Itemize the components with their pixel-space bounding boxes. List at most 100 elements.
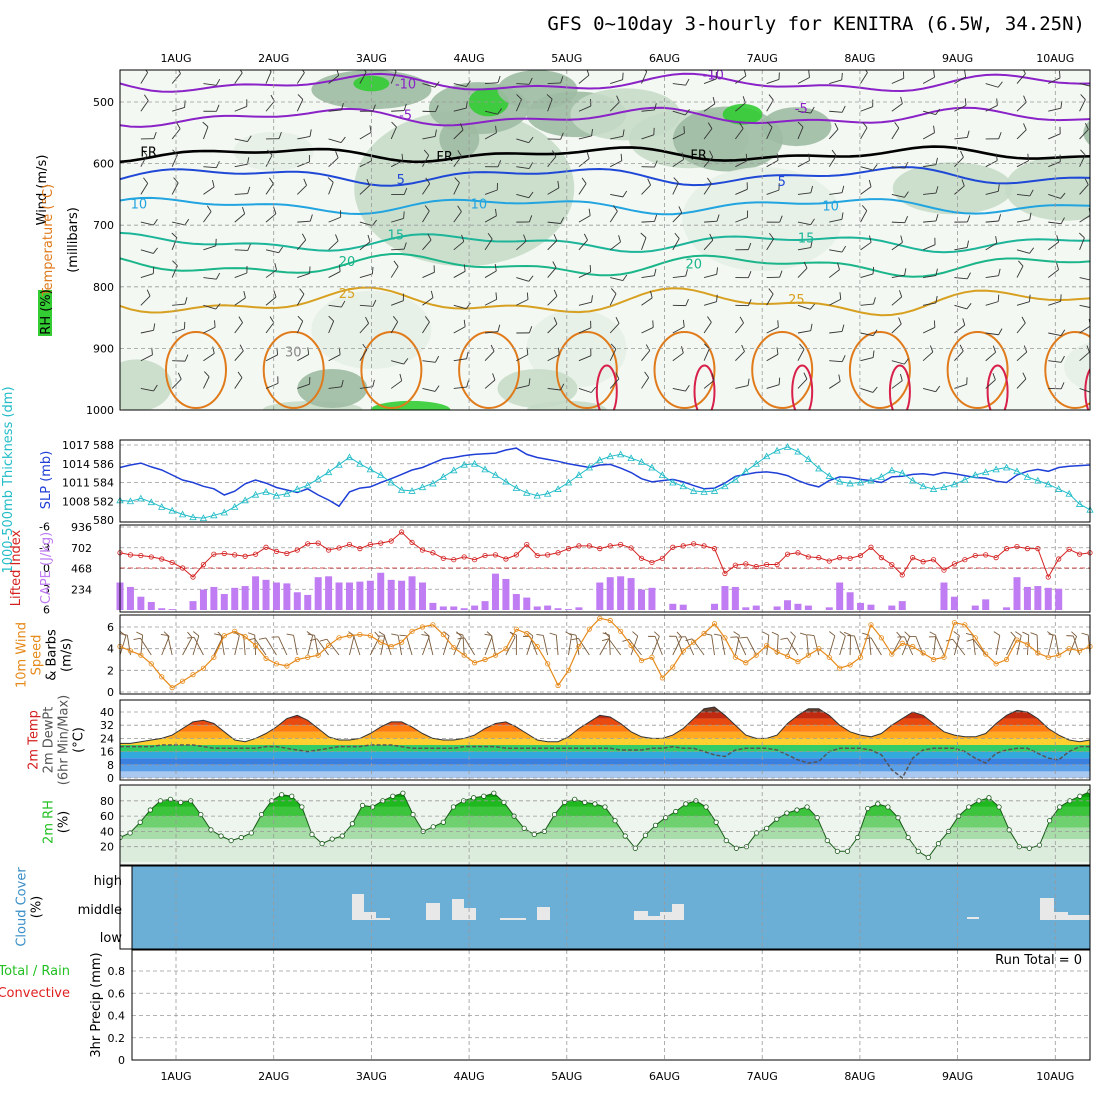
wind-barb	[599, 637, 610, 656]
wind-barb	[735, 217, 748, 223]
wind-barb	[265, 637, 277, 656]
wind-barb	[1016, 160, 1029, 168]
wind-barb-flag	[484, 633, 492, 636]
wind-barb-flag	[178, 70, 181, 74]
wind-barb-flag	[327, 177, 334, 183]
wind-barb	[234, 322, 243, 334]
wind-barb	[234, 106, 247, 112]
cape-bar	[158, 608, 166, 610]
lifted-index-point	[680, 543, 686, 549]
wind-barb-flag	[338, 347, 341, 355]
wind-speed-point	[305, 654, 311, 660]
rh-tick-label: 40	[100, 825, 114, 838]
rh-point	[481, 793, 487, 799]
wind-barb-flag	[709, 233, 714, 241]
wind-barb	[182, 637, 193, 656]
wind-barb-flag	[834, 122, 839, 130]
wind-barb-flag	[684, 109, 690, 116]
wind-barb-flag	[1084, 122, 1089, 130]
wind-barb	[349, 635, 355, 656]
lifted-index-point	[691, 541, 697, 547]
wind-speed-point	[430, 622, 436, 628]
cape-bar	[825, 607, 833, 610]
cape-bar	[544, 605, 552, 610]
temperature-axis-label: Temperature (°C)	[41, 184, 56, 297]
rh-point	[208, 827, 214, 833]
wind-barb	[234, 163, 248, 168]
thickness-point	[199, 514, 208, 522]
wind-barb	[829, 298, 841, 306]
lifted-index-point	[659, 555, 665, 561]
lifted-index-point	[242, 553, 248, 559]
wind-barb	[516, 354, 529, 362]
thickness-point	[700, 488, 708, 495]
wind-barb-flag	[145, 70, 148, 73]
wind-speed-point	[586, 626, 592, 632]
rh-point	[915, 848, 921, 854]
wind-barb-flag	[366, 178, 370, 186]
wind-speed-point	[461, 652, 467, 658]
wind-speed-point	[555, 682, 561, 689]
wind-barb	[234, 635, 240, 656]
wind-barb	[734, 635, 740, 656]
lifted-index-point	[951, 561, 958, 567]
wind-barb-flag	[1023, 123, 1027, 131]
lifted-index-point	[701, 543, 707, 549]
wind-barb	[140, 387, 154, 392]
wind-barb-flag	[552, 150, 557, 157]
wind-barb	[193, 637, 204, 656]
wind-barb	[278, 636, 288, 656]
bottom-x-tick-label: 6AUG	[649, 1070, 680, 1083]
wind-barb-flag	[935, 157, 938, 165]
wind-barb	[485, 82, 499, 84]
wind-barb	[672, 326, 685, 334]
wind-barb	[641, 237, 647, 250]
isotherm-loop	[693, 364, 716, 410]
wind-barb-flag	[133, 637, 141, 641]
wind-barb-flag	[872, 266, 875, 274]
precip-legend-convective: Convective	[0, 986, 70, 1001]
wind-barb	[766, 353, 779, 362]
rh-point	[410, 811, 416, 818]
wind-barb-flag	[528, 77, 533, 85]
wind-barb	[860, 106, 873, 112]
cape-bar	[596, 582, 604, 610]
wind-barb-flag	[780, 637, 788, 640]
wind-barb	[328, 386, 342, 389]
lifted-index-point	[148, 554, 154, 560]
thickness-point	[397, 486, 406, 493]
wind-speed-point	[534, 643, 540, 650]
wind-barb	[703, 156, 714, 167]
wind-barb-flag	[297, 315, 304, 322]
wind-barb	[297, 273, 310, 278]
wind-barb	[806, 635, 809, 656]
wind-speed-point	[753, 652, 759, 658]
lifted-index-point	[774, 561, 780, 568]
bottom-x-tick-label: 5AUG	[551, 1070, 582, 1083]
wind-barb-flag	[247, 186, 251, 194]
thickness-point	[815, 464, 823, 472]
isotherm-line	[120, 166, 1090, 187]
cape-bar	[450, 606, 458, 610]
wind-barb-flag	[929, 345, 934, 353]
rh-point	[844, 848, 851, 854]
lifted-index-point	[503, 556, 509, 562]
cape-bar	[252, 576, 260, 610]
wind-barb-flag	[307, 347, 310, 355]
wind-barb-flag	[487, 233, 493, 240]
wind-barb	[609, 241, 621, 251]
wind-barb	[171, 265, 178, 278]
isotherm-loop	[888, 364, 911, 410]
wind-barb-flag	[776, 347, 779, 355]
wind-barb	[766, 326, 779, 334]
wind-barb-flag	[560, 383, 565, 391]
rh-point	[1057, 804, 1063, 810]
wind-barb	[422, 135, 436, 140]
lifted-index-point	[972, 552, 978, 559]
rh-point	[501, 799, 507, 805]
wind-barb-flag	[492, 373, 496, 381]
slp-tick-label: 1011	[62, 477, 90, 490]
rh-contour-area	[468, 87, 509, 117]
rh-legend-swatch	[38, 290, 52, 336]
thickness-point	[992, 465, 1000, 473]
